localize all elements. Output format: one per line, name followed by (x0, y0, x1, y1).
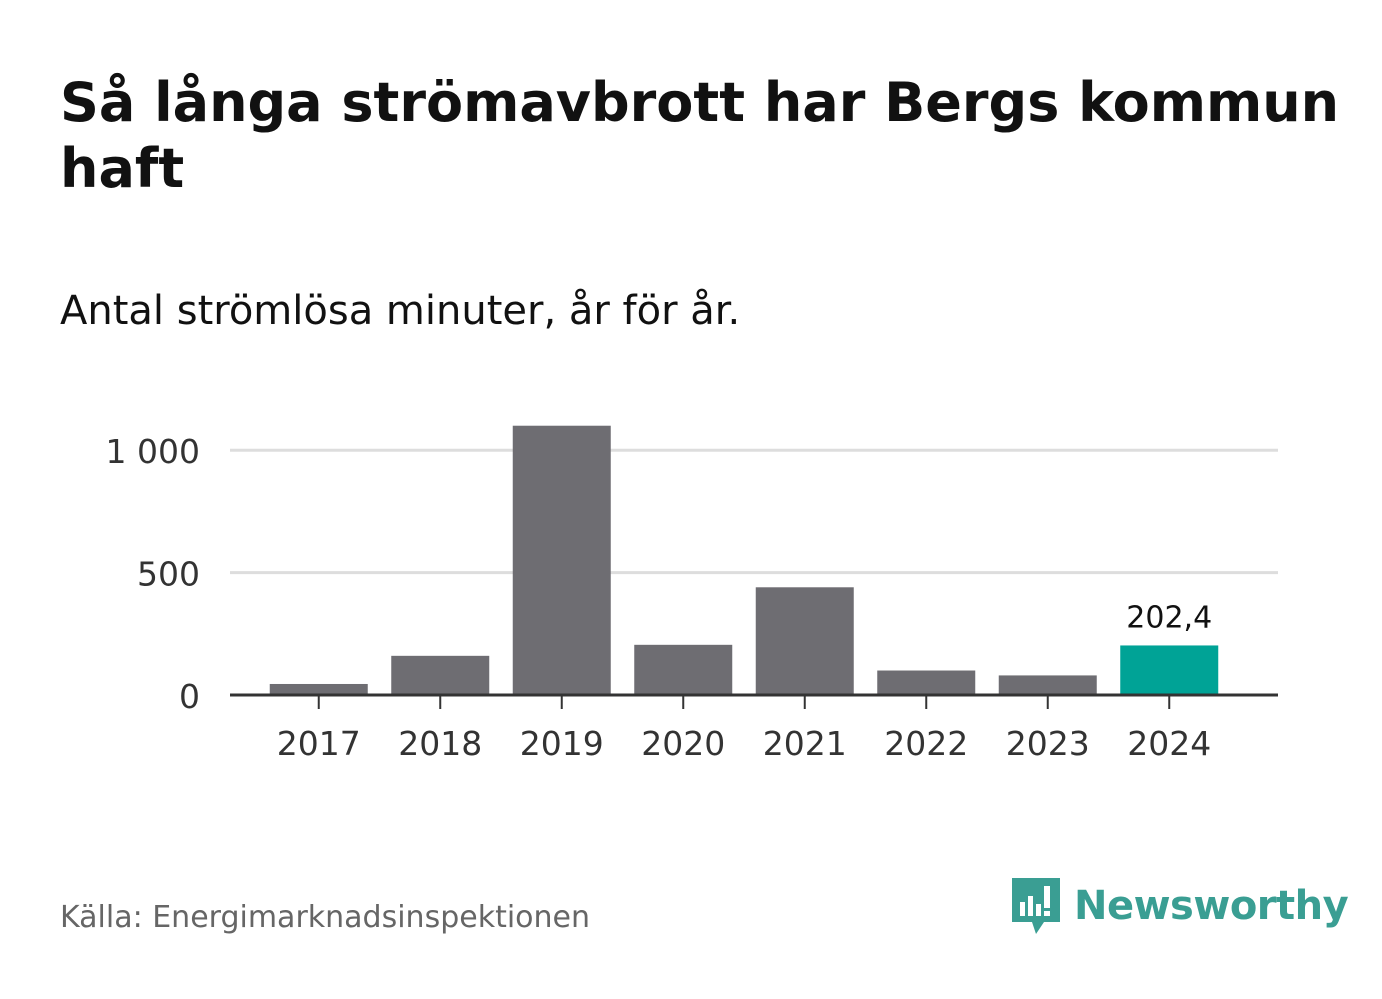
x-tick-label: 2018 (398, 724, 482, 763)
source-note: Källa: Energimarknadsinspektionen (60, 900, 591, 935)
x-tick-label: 2019 (520, 724, 604, 763)
brand-name: Newsworthy (1074, 883, 1349, 929)
data-label: 202,4 (1126, 600, 1212, 635)
bar-2022 (877, 670, 976, 695)
x-tick-label: 2021 (763, 724, 847, 763)
x-tick-label: 2024 (1127, 724, 1211, 763)
y-tick-label: 500 (137, 555, 200, 594)
bar-2019 (512, 425, 611, 695)
x-tick-label: 2017 (277, 724, 361, 763)
bar-2018 (391, 655, 490, 695)
y-tick-label: 0 (179, 677, 200, 716)
x-tick-label: 2022 (884, 724, 968, 763)
y-tick-label: 1 000 (106, 432, 200, 471)
newsworthy-logo-icon (1012, 878, 1060, 934)
chart-subtitle: Antal strömlösa minuter, år för år. (60, 288, 741, 334)
bar-2020 (634, 644, 733, 695)
brand-logo[interactable]: Newsworthy (1010, 876, 1349, 936)
bar-2017 (269, 683, 368, 695)
x-tick-label: 2020 (641, 724, 725, 763)
bar-2024 (1120, 645, 1219, 695)
chart-title: Så långa strömavbrott har Bergs kommun h… (60, 71, 1340, 200)
bar-2023 (998, 675, 1097, 695)
bar-2021 (755, 587, 854, 695)
x-tick-label: 2023 (1006, 724, 1090, 763)
